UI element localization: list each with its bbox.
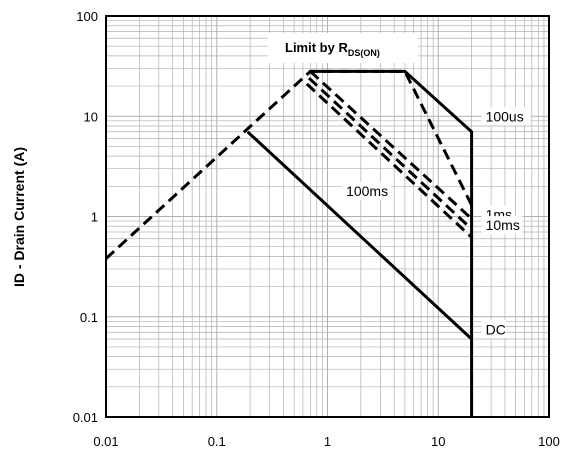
annotation-100ms: 100ms [342,181,392,200]
y-tick-label: 1 [91,210,98,225]
series-line-dc [246,130,473,341]
tick-labels: 0.01 0.1 1 10 100 100 10 1 0.1 0.01 [73,9,560,449]
annotation-10ms: 10ms [481,216,523,235]
annotation-label: 100us [486,108,524,124]
annotation-100us: 100us [481,107,531,126]
series-line-soa-boundary [310,69,474,417]
x-tick-label: 1 [324,434,331,449]
annotation-label: DC [486,321,506,337]
series-group [104,69,474,417]
series-line-10ms [307,77,473,231]
limit-label-main: Limit by R [285,40,348,55]
annotation-background [481,107,531,126]
y-tick-label: 0.1 [80,310,98,325]
annotation-background [342,181,392,200]
y-axis-label: ID - Drain Current (A) [11,147,27,287]
series-line-1ms [309,70,473,220]
annotation-background [481,320,506,339]
svg-text:Limit by RDS(ON): Limit by RDS(ON) [285,40,380,58]
annotation-background [481,216,523,235]
x-tick-label: 0.01 [93,434,118,449]
x-tick-label: 100 [538,434,560,449]
grid [105,16,549,418]
plot-frame [105,15,550,418]
limit-rdson-label: Limit by RDS(ON) [268,33,418,63]
annotation-label: 10ms [486,217,520,233]
series-line-100us [104,69,473,260]
x-tick-label: 0.1 [208,434,226,449]
y-tick-label: 10 [84,109,98,124]
x-tick-label: 10 [431,434,445,449]
limit-label-sub: DS(ON) [348,48,380,58]
annotation-label: 100ms [346,183,388,199]
y-tick-label: 0.01 [73,410,98,425]
annotation-dc: DC [481,320,506,339]
series-line-100ms [305,82,473,239]
y-tick-label: 100 [76,9,98,24]
